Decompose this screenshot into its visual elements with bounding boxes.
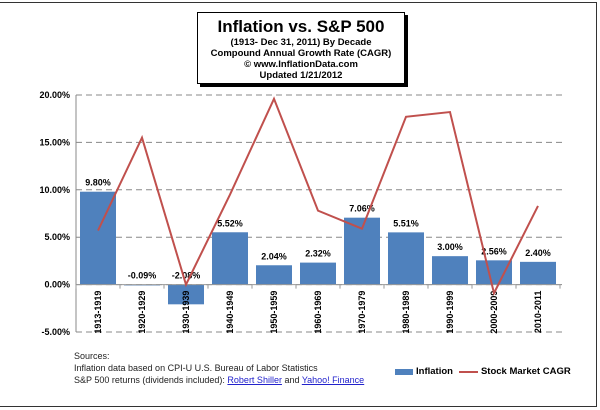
- y-tick-label: 0.00%: [44, 280, 70, 290]
- y-tick-label: 20.00%: [39, 90, 70, 100]
- bar-inflation: [476, 260, 512, 285]
- robert-shiller-link[interactable]: Robert Shiller: [227, 375, 282, 385]
- data-label: 2.32%: [305, 249, 331, 259]
- data-label: 2.40%: [525, 248, 551, 258]
- data-label: 9.80%: [85, 178, 111, 188]
- yahoo-finance-link[interactable]: Yahoo! Finance: [301, 375, 365, 385]
- bar-inflation: [212, 232, 248, 285]
- sources-line-2: S&P 500 returns (dividends included):: [74, 375, 228, 385]
- title-box: Inflation vs. S&P 500 (1913- Dec 31, 201…: [197, 12, 405, 84]
- subtitle-2: Compound Annual Growth Rate (CAGR): [210, 48, 392, 59]
- data-label: -0.09%: [128, 271, 157, 281]
- and-text: and: [281, 375, 302, 385]
- data-label: 3.00%: [437, 242, 463, 252]
- line-stock-market-cagr: [97, 96, 539, 297]
- bar-inflation: [300, 262, 336, 285]
- bar-inflation: [256, 265, 292, 285]
- x-tick-label: 2000-2009: [489, 291, 499, 334]
- legend-swatch-stock: [458, 370, 478, 373]
- legend-swatch-inflation: [395, 368, 413, 375]
- x-tick-label: 1970-1979: [357, 291, 367, 334]
- x-tick-label: 1930-1939: [181, 291, 191, 334]
- bar-inflation: [168, 284, 204, 305]
- x-tick-label: 2010-2011: [533, 291, 543, 334]
- x-tick-label: 1950-1959: [269, 291, 279, 334]
- chart-title: Inflation vs. S&P 500: [217, 17, 385, 36]
- data-label: -2.08%: [172, 271, 201, 281]
- bar-inflation: [388, 232, 424, 285]
- y-tick-label: 5.00%: [44, 232, 70, 242]
- x-tick-label: 1980-1989: [401, 291, 411, 334]
- sources: Sources: Inflation data based on CPI-U U…: [74, 350, 364, 386]
- legend-label-stock: Stock Market CAGR: [480, 366, 571, 377]
- data-label: 2.04%: [261, 251, 287, 261]
- x-tick-label: 1940-1949: [225, 291, 235, 334]
- bar-inflation: [520, 261, 556, 285]
- subtitle-1: (1913- Dec 31, 2011) By Decade: [230, 37, 372, 48]
- sources-heading: Sources:: [74, 351, 110, 361]
- bar-inflation: [432, 256, 468, 285]
- y-tick-label: -5.00%: [41, 327, 70, 337]
- x-tick-label: 1913-1919: [93, 291, 103, 334]
- subtitle-3: © www.InflationData.com: [244, 59, 358, 70]
- x-tick-label: 1960-1969: [313, 291, 323, 334]
- subtitle-4: Updated 1/21/2012: [259, 70, 343, 81]
- legend: Inflation Stock Market CAGR: [395, 366, 571, 377]
- data-label: 5.52%: [217, 218, 243, 228]
- data-label: 5.51%: [393, 218, 419, 228]
- x-tick-label: 1990-1999: [445, 291, 455, 334]
- y-tick-label: 15.00%: [39, 137, 70, 147]
- legend-label-inflation: Inflation: [416, 366, 453, 377]
- data-label: 2.56%: [481, 246, 507, 256]
- x-tick-label: 1920-1929: [137, 291, 147, 334]
- data-label: 7.06%: [349, 204, 375, 214]
- sources-line-1: Inflation data based on CPI-U U.S. Burea…: [74, 363, 318, 373]
- y-tick-label: 10.00%: [39, 185, 70, 195]
